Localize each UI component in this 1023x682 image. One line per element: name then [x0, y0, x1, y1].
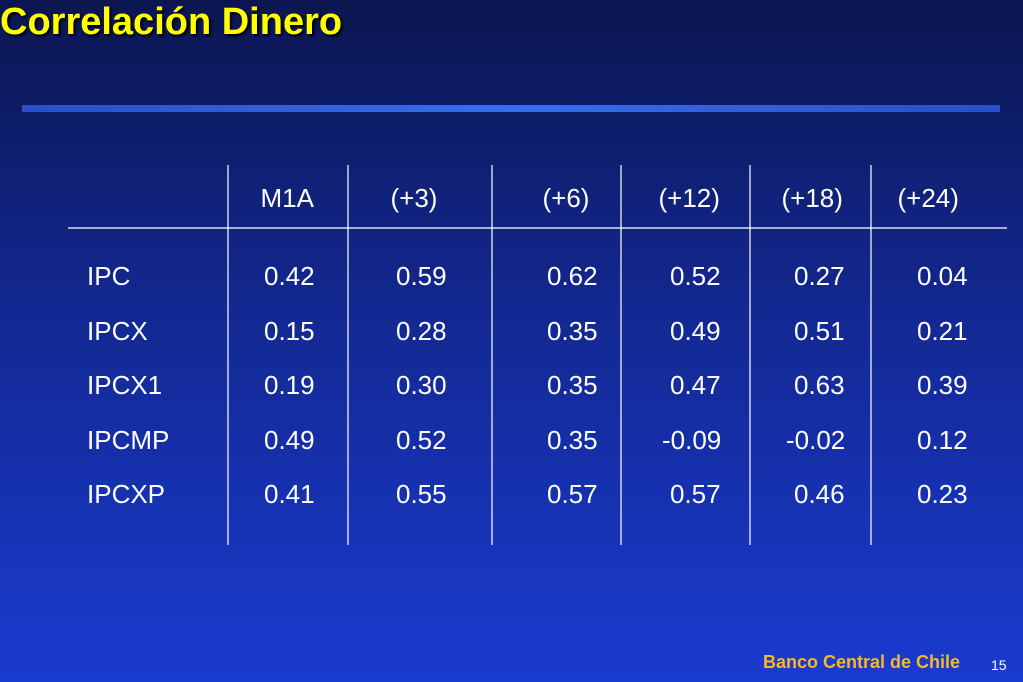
table-cell: 0.51 [794, 316, 845, 346]
row-label: IPCX1 [87, 370, 163, 400]
table-cell: 0.52 [670, 261, 721, 291]
table-cell: 0.30 [396, 370, 447, 400]
table-cell: 0.39 [917, 370, 968, 400]
table-cell: 0.62 [547, 261, 598, 291]
table-cell: 0.15 [264, 316, 315, 346]
column-header: (+6) [542, 183, 590, 213]
table-cell: 0.12 [917, 425, 968, 455]
table-cell: -0.02 [786, 425, 846, 455]
table-cell: 0.27 [794, 261, 845, 291]
table-cell: 0.35 [547, 425, 598, 455]
table-cell: 0.41 [264, 479, 315, 509]
table-cell: 0.46 [794, 479, 845, 509]
slide-title: Correlación Dinero [0, 1, 343, 43]
title-rule [22, 105, 1000, 112]
table-cell: 0.35 [547, 316, 598, 346]
table-cell: 0.59 [396, 261, 447, 291]
table-cell: 0.23 [917, 479, 968, 509]
row-label: IPCX [87, 316, 148, 346]
table-cell: 0.19 [264, 370, 315, 400]
row-label: IPC [87, 261, 131, 291]
table-cell: 0.52 [396, 425, 447, 455]
table-cell: 0.21 [917, 316, 968, 346]
table-cell: 0.35 [547, 370, 598, 400]
column-header: (+12) [658, 183, 720, 213]
table-cell: 0.04 [917, 261, 968, 291]
table-cell: 0.49 [264, 425, 315, 455]
table-cell: -0.09 [662, 425, 722, 455]
column-header: (+18) [781, 183, 843, 213]
table-cell: 0.42 [264, 261, 315, 291]
column-header: M1A [260, 183, 314, 213]
row-label: IPCMP [87, 425, 170, 455]
table-cell: 0.49 [670, 316, 721, 346]
column-header: (+3) [390, 183, 438, 213]
table-cell: 0.55 [396, 479, 447, 509]
footer-organization: Banco Central de Chile [762, 652, 960, 672]
table-cell: 0.28 [396, 316, 447, 346]
table-cell: 0.63 [794, 370, 845, 400]
page-number: 15 [991, 657, 1007, 673]
table-cell: 0.47 [670, 370, 721, 400]
table-cell: 0.57 [670, 479, 721, 509]
row-label: IPCXP [87, 479, 166, 509]
table-cell: 0.57 [547, 479, 598, 509]
column-header: (+24) [897, 183, 959, 213]
